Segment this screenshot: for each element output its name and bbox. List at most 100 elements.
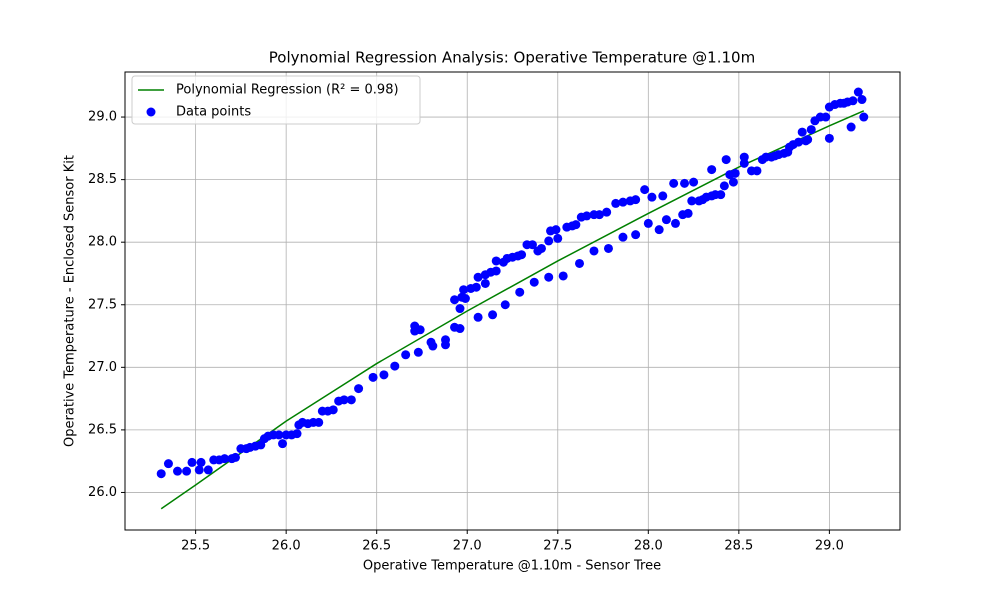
data-point — [314, 417, 324, 427]
x-tick-label: 27.5 — [543, 539, 572, 554]
data-point — [354, 384, 364, 394]
data-point — [602, 207, 612, 217]
data-point — [611, 198, 621, 208]
data-point — [187, 457, 197, 467]
data-point — [670, 218, 680, 228]
legend-label: Polynomial Regression (R² = 0.98) — [176, 83, 399, 98]
data-point — [491, 266, 501, 276]
data-point — [230, 452, 240, 462]
data-point — [339, 395, 349, 405]
data-point — [683, 208, 693, 218]
data-point — [794, 137, 804, 147]
data-point — [603, 243, 613, 253]
data-point — [661, 215, 671, 225]
data-point — [728, 177, 738, 187]
data-point — [553, 233, 563, 243]
data-point — [401, 350, 411, 360]
data-point — [415, 325, 425, 335]
data-point — [544, 236, 554, 246]
data-point — [173, 466, 183, 476]
data-point — [618, 197, 628, 207]
data-point — [574, 258, 584, 268]
data-point — [515, 287, 525, 297]
data-point — [551, 225, 561, 235]
legend-label: Data points — [176, 105, 251, 120]
data-point — [368, 372, 378, 382]
data-point — [428, 341, 438, 351]
data-point — [450, 295, 460, 305]
data-point — [797, 127, 807, 137]
data-point — [558, 271, 568, 281]
data-point — [739, 158, 749, 168]
data-point — [163, 459, 173, 469]
data-point — [292, 429, 302, 439]
data-point — [716, 190, 726, 200]
data-point — [647, 192, 657, 202]
x-axis-label: Operative Temperature @1.10m - Sensor Tr… — [363, 559, 661, 574]
data-point — [527, 240, 537, 250]
y-tick-label: 27.0 — [88, 360, 117, 375]
data-point — [220, 454, 230, 464]
plot-frame — [124, 71, 901, 531]
data-point — [631, 195, 641, 205]
data-point — [857, 95, 867, 105]
data-point — [473, 312, 483, 322]
y-axis-label: Operative Temperature - Enclosed Sensor … — [63, 155, 78, 447]
data-point — [194, 465, 204, 475]
data-point — [618, 232, 628, 242]
data-point — [488, 310, 498, 320]
data-point — [379, 370, 389, 380]
data-point — [680, 178, 690, 188]
data-point — [203, 465, 213, 475]
data-point — [455, 324, 465, 334]
data-point — [803, 135, 813, 145]
data-point — [156, 469, 166, 479]
data-point — [643, 218, 653, 228]
data-point — [571, 220, 581, 230]
data-point — [707, 165, 717, 175]
data-point — [471, 282, 481, 292]
data-point — [669, 178, 679, 188]
chart-title: Polynomial Regression Analysis: Operativ… — [269, 49, 755, 67]
x-tick-label: 28.0 — [634, 539, 663, 554]
data-point — [274, 430, 284, 440]
data-point — [459, 285, 469, 295]
data-point — [480, 278, 490, 288]
data-point — [752, 166, 762, 176]
data-point — [441, 335, 451, 345]
y-tick-label: 29.0 — [88, 110, 117, 125]
data-point — [413, 347, 423, 357]
data-point — [821, 112, 831, 122]
data-point — [544, 272, 554, 282]
legend-box — [131, 75, 421, 125]
data-point — [806, 125, 816, 135]
data-point — [182, 466, 192, 476]
x-tick-label: 28.5 — [724, 539, 753, 554]
data-point — [589, 246, 599, 256]
data-point — [721, 155, 731, 165]
y-tick-label: 28.0 — [88, 235, 117, 250]
data-point — [460, 293, 470, 303]
data-point — [473, 272, 483, 282]
data-point — [640, 185, 650, 195]
x-tick-label: 26.0 — [272, 539, 301, 554]
data-point — [848, 96, 858, 106]
x-tick-label: 27.0 — [453, 539, 482, 554]
data-point — [658, 191, 668, 201]
x-tick-label: 25.5 — [181, 539, 210, 554]
data-point — [853, 87, 863, 97]
data-point — [196, 457, 206, 467]
data-point — [346, 395, 356, 405]
data-point — [631, 230, 641, 240]
data-point — [719, 181, 729, 191]
y-tick-label: 27.5 — [88, 297, 117, 312]
data-point — [654, 225, 664, 235]
data-point — [689, 177, 699, 187]
data-point — [687, 196, 697, 206]
legend-marker — [146, 107, 156, 117]
data-point — [278, 439, 288, 449]
data-point — [846, 122, 856, 132]
data-point — [390, 361, 400, 371]
y-tick-label: 26.0 — [88, 485, 117, 500]
